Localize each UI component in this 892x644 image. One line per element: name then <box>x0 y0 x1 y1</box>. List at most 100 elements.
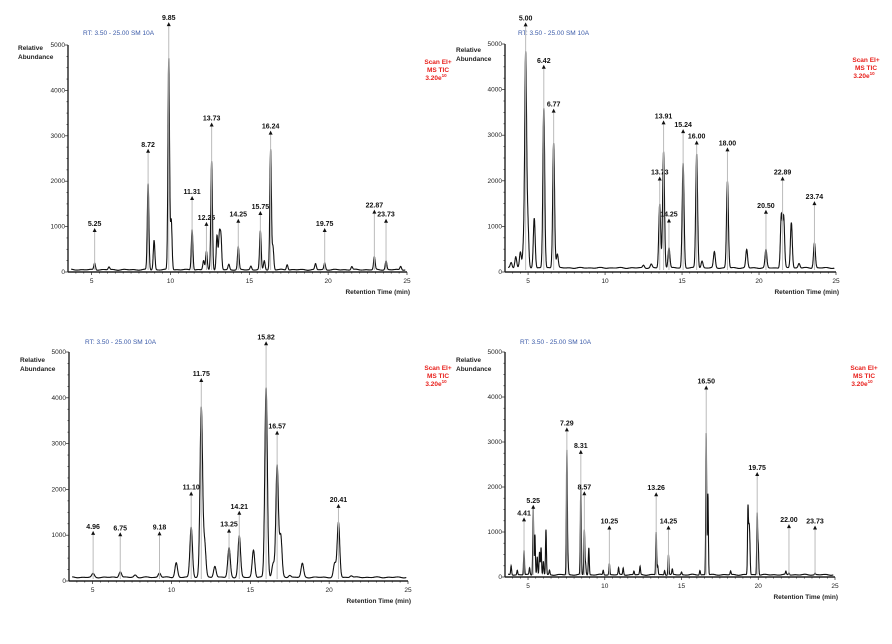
peak-annotation: 12.25 <box>198 215 216 270</box>
peak-annotation: 11.10 <box>183 485 200 579</box>
peak-annotation: 15.24 <box>674 122 692 270</box>
y-axis-label: Abundance <box>18 54 54 61</box>
y-tick-label: 1000 <box>51 224 66 231</box>
peak-label: 4.96 <box>86 524 100 531</box>
peak-annotation: 19.75 <box>748 465 766 575</box>
y-axis-label: Abundance <box>20 366 56 373</box>
y-tick-label: 0 <box>498 269 502 276</box>
peak-annotation: 22.00 <box>780 517 798 575</box>
x-tick-label: 10 <box>601 583 609 590</box>
peak-annotation: 5.00 <box>519 15 533 270</box>
peak-label: 6.42 <box>537 58 551 65</box>
peak-annotation: 14.21 <box>231 504 248 579</box>
peak-label: 8.57 <box>578 484 592 491</box>
x-axis-label: Retention Time (min) <box>345 289 410 296</box>
peak-annotation: 14.25 <box>230 212 247 270</box>
y-tick-label: 4000 <box>51 87 66 94</box>
y-tick-label: 5000 <box>488 349 503 356</box>
x-tick-label: 5 <box>91 587 95 594</box>
rt-range-label: RT: 3.50 - 25.00 SM 10A <box>518 30 590 37</box>
y-tick-label: 3000 <box>488 439 503 446</box>
peak-annotation: 13.91 <box>655 113 673 270</box>
peak-label: 7.29 <box>560 420 574 427</box>
x-tick-label: 25 <box>831 583 839 590</box>
y-axis-label: Relative <box>18 45 43 52</box>
peak-label: 12.25 <box>198 215 216 222</box>
peak-marker-triangle-icon <box>582 491 587 496</box>
peak-marker-triangle-icon <box>258 210 263 215</box>
peak-marker-triangle-icon <box>666 218 671 223</box>
peak-label: 13.73 <box>651 170 669 177</box>
y-tick-label: 3000 <box>51 133 66 140</box>
rt-range-label: RT: 3.50 - 25.00 SM 10A <box>83 30 155 37</box>
peak-label: 23.74 <box>806 194 824 201</box>
scan-mode-label: Scan EI+ <box>424 365 451 372</box>
y-tick-label: 4000 <box>488 87 503 94</box>
scan-intensity-exponent: 10 <box>870 71 876 76</box>
peak-label: 23.73 <box>806 519 824 526</box>
peak-marker-triangle-icon <box>336 503 341 508</box>
peak-marker-triangle-icon <box>607 525 612 530</box>
peak-annotation: 8.57 <box>578 484 592 575</box>
peak-annotation: 11.31 <box>184 189 201 270</box>
y-axis-label: Relative <box>456 47 481 54</box>
y-tick-label: 5000 <box>488 41 503 48</box>
peak-label: 10.25 <box>601 519 619 526</box>
peak-annotation: 22.87 <box>366 203 384 270</box>
x-tick-label: 15 <box>247 587 255 594</box>
peak-annotation: 13.26 <box>647 485 665 575</box>
peak-marker-triangle-icon <box>657 176 662 181</box>
y-axis-label: Abundance <box>456 366 492 373</box>
peak-label: 22.87 <box>366 203 384 210</box>
peak-label: 19.75 <box>316 221 334 228</box>
peak-label: 9.18 <box>153 524 167 531</box>
y-tick-label: 4000 <box>52 395 67 402</box>
y-axis-label: Relative <box>456 357 481 364</box>
y-tick-label: 2000 <box>52 486 67 493</box>
peak-annotation: 6.75 <box>113 525 127 579</box>
tic-trace <box>507 433 834 576</box>
x-axis-label: Retention Time (min) <box>774 289 839 296</box>
y-tick-label: 1000 <box>52 532 67 539</box>
peak-annotation: 14.25 <box>660 519 677 575</box>
peak-annotation: 19.75 <box>316 221 334 270</box>
peak-label: 18.00 <box>719 140 737 147</box>
peak-label: 15.82 <box>257 334 275 341</box>
peak-annotation: 20.41 <box>330 497 347 579</box>
y-tick-label: 1000 <box>488 529 503 536</box>
x-tick-label: 5 <box>90 278 94 285</box>
peak-marker-triangle-icon <box>199 377 204 382</box>
scan-type-label: MS TIC <box>427 373 449 380</box>
peak-marker-triangle-icon <box>661 120 666 125</box>
x-tick-label: 5 <box>526 278 530 285</box>
scan-mode-label: Scan EI+ <box>424 59 451 66</box>
scan-intensity-exponent: 10 <box>442 73 448 78</box>
x-tick-label: 25 <box>403 278 411 285</box>
peak-annotation: 14.25 <box>660 211 678 270</box>
peak-label: 4.41 <box>517 510 531 517</box>
x-tick-label: 10 <box>167 278 175 285</box>
y-tick-label: 0 <box>61 269 65 276</box>
peak-label: 8.72 <box>141 142 155 149</box>
peak-annotation: 23.73 <box>377 212 395 270</box>
peak-label: 13.91 <box>655 113 673 120</box>
peak-marker-triangle-icon <box>166 22 171 27</box>
peak-label: 5.25 <box>88 221 102 228</box>
peak-marker-triangle-icon <box>92 228 97 233</box>
y-tick-label: 3000 <box>52 441 67 448</box>
peak-marker-triangle-icon <box>227 528 232 533</box>
x-tick-label: 20 <box>325 278 333 285</box>
peak-marker-triangle-icon <box>578 449 583 454</box>
chromatogram-panel-3: RT: 3.50 - 25.00 SM 10A Relative Abundance… <box>20 334 452 605</box>
peak-marker-triangle-icon <box>523 22 528 27</box>
y-tick-label: 0 <box>498 574 502 581</box>
peak-marker-triangle-icon <box>694 140 699 145</box>
y-axis-label: Relative <box>20 357 45 364</box>
peak-annotation: 18.00 <box>719 140 737 270</box>
y-tick-label: 2000 <box>488 484 503 491</box>
x-tick-label: 15 <box>678 278 686 285</box>
peak-marker-triangle-icon <box>725 147 730 152</box>
peak-label: 22.89 <box>774 170 792 177</box>
peak-annotation: 5.25 <box>526 498 540 575</box>
